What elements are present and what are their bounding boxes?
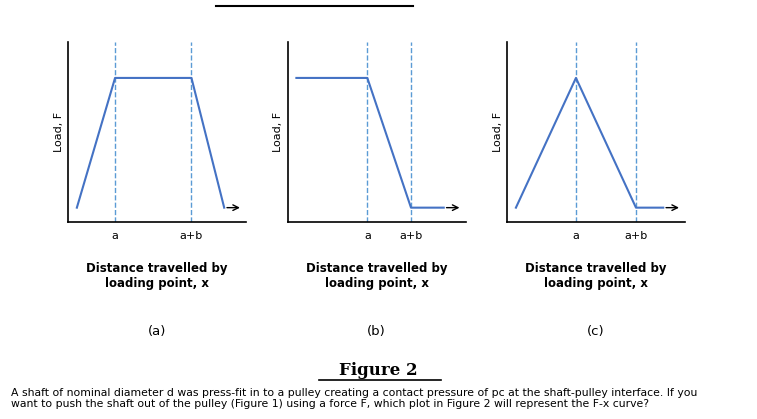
Text: a: a	[364, 231, 371, 241]
Text: a: a	[111, 231, 119, 241]
Text: a+b: a+b	[400, 231, 422, 241]
Text: (c): (c)	[587, 324, 605, 338]
Y-axis label: Load, F: Load, F	[54, 112, 64, 152]
Y-axis label: Load, F: Load, F	[493, 112, 503, 152]
Text: Distance travelled by
loading point, x: Distance travelled by loading point, x	[86, 262, 228, 290]
Text: A shaft of nominal diameter d was press-fit in to a pulley creating a contact pr: A shaft of nominal diameter d was press-…	[11, 388, 698, 409]
Text: Figure 2: Figure 2	[339, 362, 418, 379]
Text: a+b: a+b	[180, 231, 203, 241]
Text: a+b: a+b	[625, 231, 647, 241]
Text: a: a	[572, 231, 579, 241]
Text: (a): (a)	[148, 324, 167, 338]
Y-axis label: Load, F: Load, F	[273, 112, 283, 152]
Text: (b): (b)	[367, 324, 386, 338]
Text: Distance travelled by
loading point, x: Distance travelled by loading point, x	[525, 262, 667, 290]
Text: Distance travelled by
loading point, x: Distance travelled by loading point, x	[306, 262, 447, 290]
